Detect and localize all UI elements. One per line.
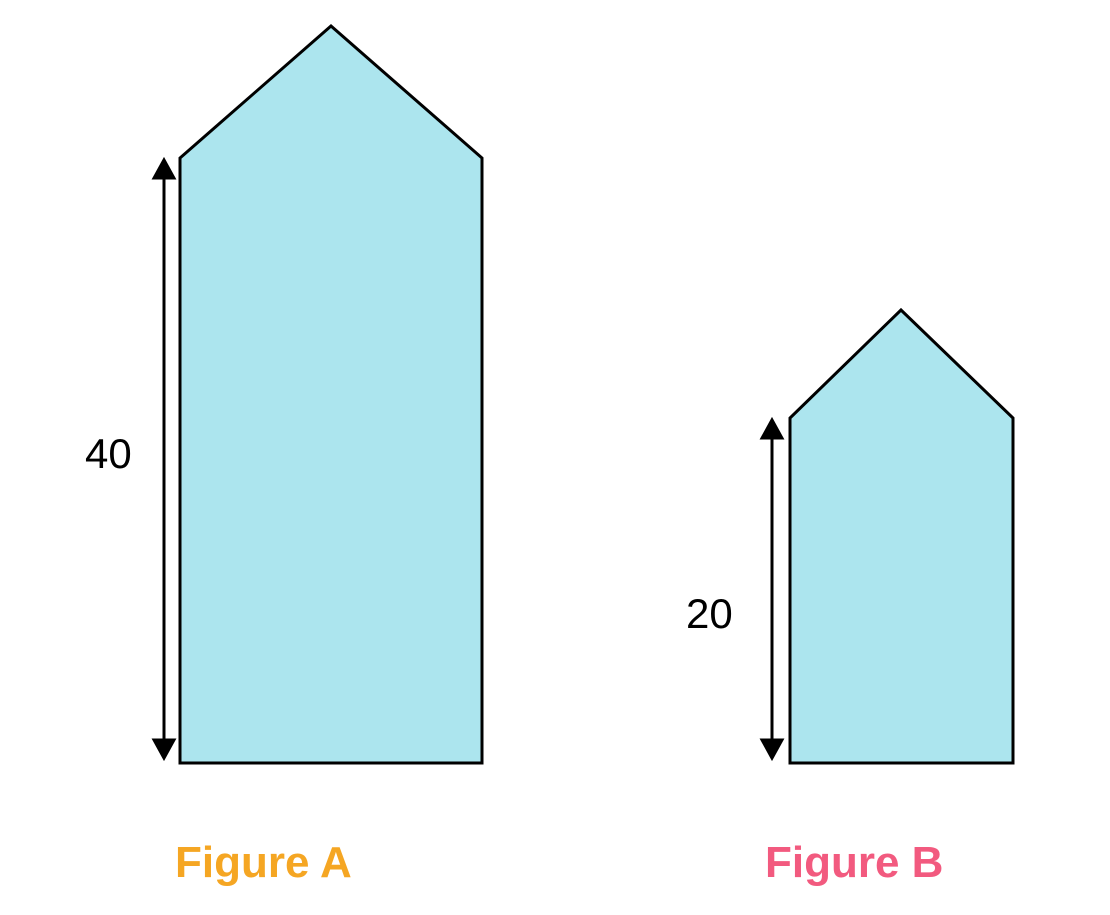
figure-b-shape bbox=[0, 0, 1110, 915]
figure-a-dimension-label: 40 bbox=[85, 430, 132, 478]
figure-b-dimension-label: 20 bbox=[686, 590, 733, 638]
diagram-container: 40 20 Figure A Figure B bbox=[0, 0, 1110, 915]
figure-b-label: Figure B bbox=[765, 838, 943, 888]
figure-a-label: Figure A bbox=[175, 838, 352, 888]
